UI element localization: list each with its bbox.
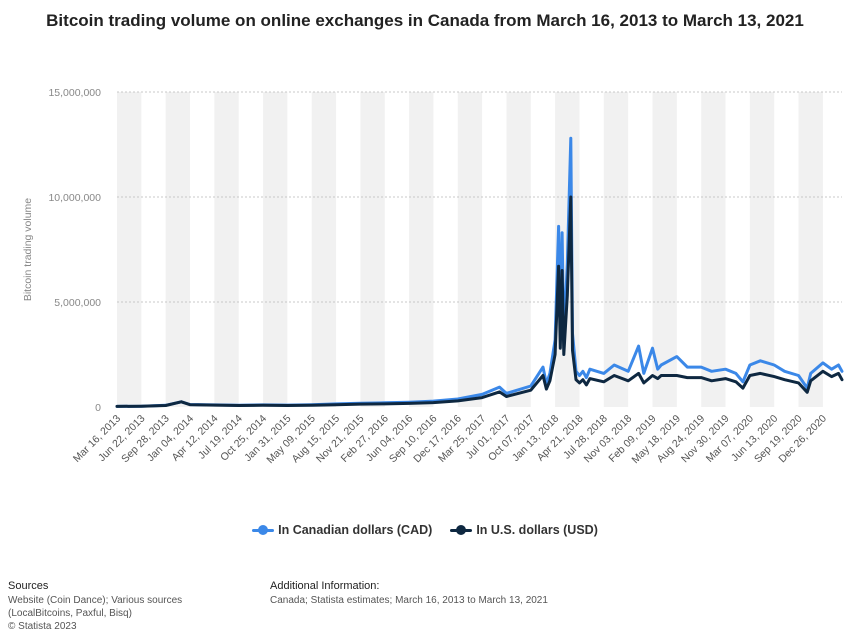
legend-label-usd: In U.S. dollars (USD) — [476, 523, 598, 537]
grid-band — [506, 92, 531, 407]
sources-line-2: (LocalBitcoins, Paxful, Bisq) — [8, 608, 132, 619]
grid-band — [409, 92, 434, 407]
legend-marker-usd — [450, 525, 473, 535]
y-axis-title: Bitcoin trading volume — [22, 198, 34, 301]
copyright: © Statista 2023 — [8, 621, 77, 632]
y-tick-label: 0 — [95, 402, 101, 414]
legend-marker-cad — [252, 525, 275, 535]
legend-item-usd[interactable]: In U.S. dollars (USD) — [450, 523, 598, 537]
chart-title: Bitcoin trading volume on online exchang… — [46, 11, 804, 30]
grid-band — [457, 92, 483, 407]
grid-band — [117, 92, 142, 407]
grid-band — [311, 92, 337, 407]
y-tick-label: 15,000,000 — [48, 87, 101, 99]
sources-block: Sources Website (Coin Dance); Various so… — [8, 580, 228, 633]
legend-item-cad[interactable]: In Canadian dollars (CAD) — [252, 523, 432, 537]
y-tick-label: 5,000,000 — [54, 297, 101, 309]
sources-heading: Sources — [8, 580, 49, 592]
sources-line-1: Website (Coin Dance); Various sources — [8, 595, 183, 606]
legend-dot-usd — [456, 525, 467, 535]
series-line-usd — [115, 195, 844, 408]
y-tick-label: 10,000,000 — [48, 192, 101, 204]
chart-area: 0 5,000,000 10,000,000 15,000,000 Bitcoin tr… — [22, 87, 844, 466]
grid-band — [214, 92, 239, 407]
line-chart: 0 5,000,000 10,000,000 15,000,000 Bitcoin tr… — [22, 87, 844, 466]
additional-text: Canada; Statista estimates; March 16, 20… — [270, 595, 548, 606]
legend-dot-cad — [258, 525, 269, 535]
additional-heading: Additional Information: — [270, 580, 380, 592]
grid-band — [701, 92, 726, 407]
grid-band — [165, 92, 191, 407]
grid-band — [603, 92, 629, 407]
legend[interactable]: In Canadian dollars (CAD) In U.S. dollar… — [0, 523, 850, 537]
grid-band — [263, 92, 288, 407]
grid-band — [360, 92, 385, 407]
legend-label-cad: In Canadian dollars (CAD) — [278, 523, 433, 537]
grid-band — [749, 92, 775, 407]
grid-band — [652, 92, 677, 407]
grid-band — [798, 92, 823, 407]
additional-info-block: Additional Information: Canada; Statista… — [270, 580, 670, 607]
